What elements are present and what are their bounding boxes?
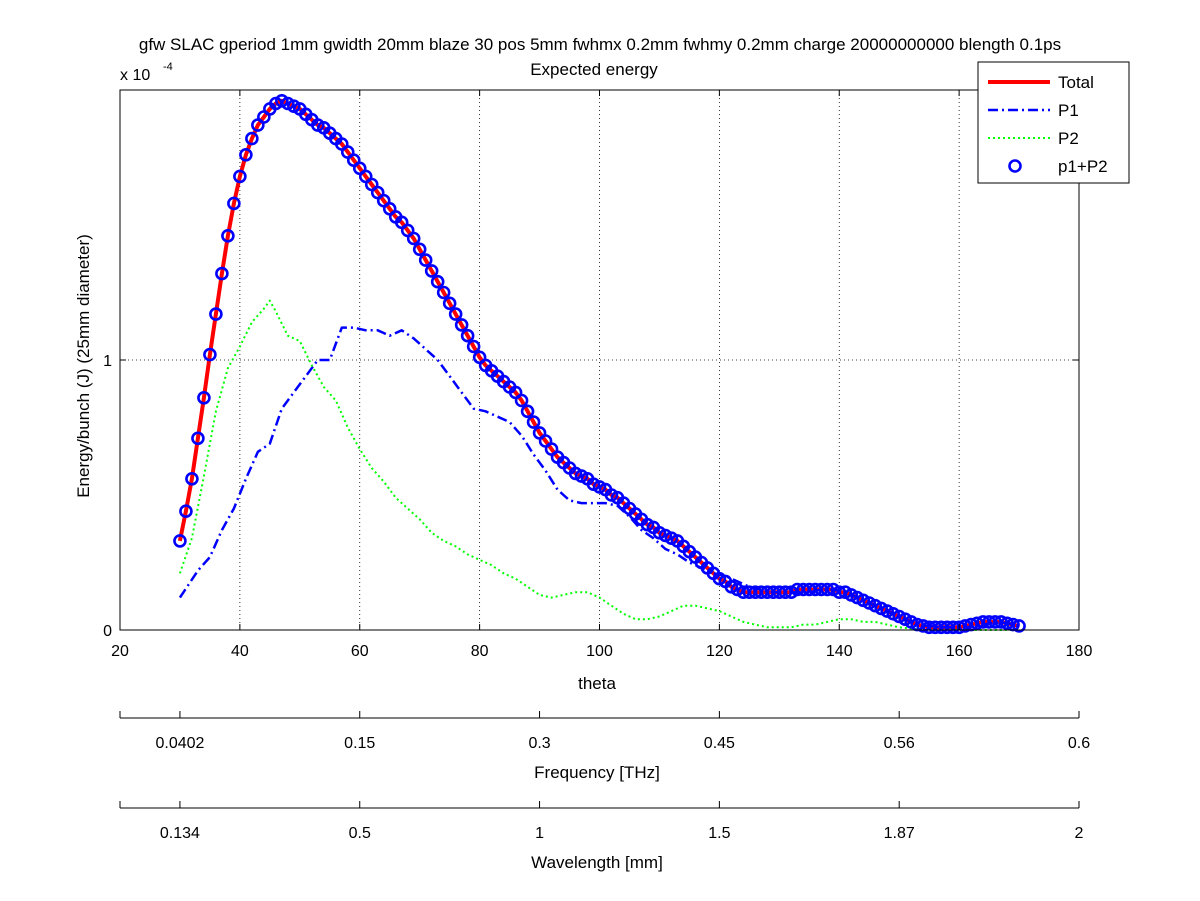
secondary-tick-label: 0.45 — [704, 735, 735, 752]
legend-label: P1 — [1058, 101, 1079, 120]
x-tick-label: 100 — [586, 643, 613, 660]
data-point — [832, 585, 847, 600]
data-point — [239, 148, 253, 162]
secondary-tick-label: 0.56 — [884, 735, 915, 752]
data-point — [227, 196, 241, 211]
data-point — [209, 307, 223, 321]
data-point — [448, 307, 463, 321]
data-point — [179, 504, 193, 519]
series-p2 — [178, 299, 1020, 631]
x-tick-label: 20 — [111, 643, 129, 660]
secondary-tick-label: 0.134 — [160, 825, 200, 842]
x-tick-label: 160 — [946, 643, 973, 660]
data-point — [952, 620, 966, 635]
legend-item: P1 — [988, 101, 1079, 120]
secondary-axis: 0.0402 0.15 0.3 0.45 0.56 0.6 Frequency [THz] — [119, 711, 1090, 782]
plot-area — [120, 90, 1079, 630]
data-point — [430, 274, 445, 289]
data-point — [245, 131, 259, 146]
legend-item: Total — [988, 73, 1094, 92]
x-tick-label: 60 — [351, 643, 369, 660]
secondary-tick-label: 0.15 — [344, 735, 375, 752]
secondary-tick-label: 1.87 — [884, 825, 915, 842]
y-tick-label: 0 — [103, 623, 112, 640]
series-line — [178, 299, 1020, 631]
legend: Total P1 P2 p1+P2 — [977, 61, 1130, 184]
data-point — [460, 328, 475, 343]
secondary-tick-label: 2 — [1075, 825, 1084, 842]
data-point — [197, 390, 211, 405]
data-point — [203, 347, 217, 362]
x-axis-label: theta — [578, 674, 616, 693]
data-point — [514, 393, 529, 408]
data-point — [233, 169, 247, 184]
series-p1 — [178, 326, 1020, 629]
legend-label: p1+P2 — [1058, 157, 1108, 176]
secondary-tick-label: 0.6 — [1068, 735, 1090, 752]
data-point — [466, 339, 481, 354]
data-point — [520, 404, 535, 419]
data-point — [994, 615, 1008, 629]
secondary-tick-label: 1 — [535, 825, 544, 842]
data-point — [191, 431, 205, 446]
x-tick-label: 140 — [826, 643, 853, 660]
data-point — [778, 585, 793, 600]
data-point — [406, 231, 421, 246]
y-exponent-base: x 10 — [120, 67, 150, 84]
secondary-tick-label: 0.0402 — [155, 735, 204, 752]
data-point — [1012, 619, 1026, 633]
x-tick-label: 120 — [706, 643, 733, 660]
secondary-axis-label: Frequency [THz] — [534, 763, 660, 782]
data-point — [526, 415, 541, 429]
data-point — [424, 264, 439, 278]
data-point — [454, 318, 469, 332]
secondary-tick-label: 0.3 — [528, 735, 550, 752]
legend-label: Total — [1058, 73, 1094, 92]
x-tick-label: 40 — [231, 643, 249, 660]
y-exponent-label: x 10 -4 — [120, 61, 173, 84]
data-point — [221, 229, 235, 243]
x-tick-label: 180 — [1066, 643, 1093, 660]
data-point — [820, 582, 835, 597]
y-axis-label: Energy/bunch (J) (25mm diameter) — [74, 234, 93, 498]
y-exponent-power: -4 — [163, 61, 173, 73]
chart-title: gfw SLAC gperiod 1mm gwidth 20mm blaze 3… — [139, 35, 1061, 54]
legend-item: P2 — [988, 129, 1079, 148]
data-point — [173, 534, 187, 548]
secondary-axis: 0.134 0.5 1 1.5 1.87 2 Wavelength [mm] — [119, 801, 1084, 872]
secondary-axis-label: Wavelength [mm] — [531, 853, 663, 872]
data-point — [185, 471, 199, 486]
legend-item: p1+P2 — [1008, 157, 1108, 176]
secondary-tick-label: 1.5 — [708, 825, 730, 842]
data-point — [436, 285, 451, 300]
chart-subtitle: Expected energy — [530, 60, 658, 79]
data-point — [215, 266, 229, 281]
axis-ticks: 20 40 60 80 100 120 140 160 180 0 1 — [103, 90, 1092, 660]
data-point — [412, 242, 427, 257]
data-point — [1000, 616, 1014, 631]
data-point — [418, 253, 433, 267]
legend-label: P2 — [1058, 129, 1079, 148]
y-tick-label: 1 — [103, 353, 112, 370]
series-line — [178, 326, 1020, 629]
x-tick-label: 80 — [471, 643, 489, 660]
data-point — [442, 296, 457, 311]
legend-marker — [1008, 159, 1022, 173]
secondary-tick-label: 0.5 — [349, 825, 371, 842]
